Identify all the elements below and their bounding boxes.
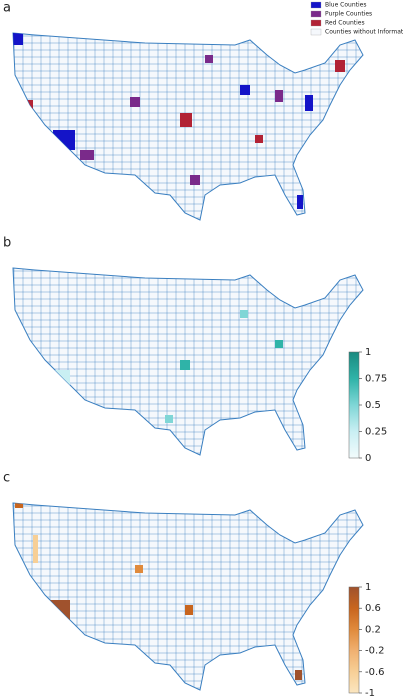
colorbar-tick-label: 0.5	[365, 400, 381, 411]
legend-entry: Blue Counties	[325, 2, 367, 9]
legend-swatch	[310, 19, 322, 27]
panel-label: a	[3, 1, 11, 16]
panel-label: b	[3, 236, 11, 251]
panel-label: c	[3, 471, 10, 486]
legend-entry: Red Counties	[325, 20, 365, 27]
colorbar-tick-label: 0.25	[365, 427, 387, 438]
colorbar-tick-label: 0.2	[365, 624, 381, 635]
colorbar-tick-label: 1	[365, 582, 371, 593]
colorbar	[348, 586, 360, 694]
colorbar-tick-label: 0.6	[365, 603, 381, 614]
colorbar	[348, 351, 360, 459]
legend-swatch	[310, 10, 322, 18]
map-b	[13, 260, 363, 455]
colorbar-tick-label: 0	[365, 453, 371, 464]
map-c	[13, 500, 363, 690]
colorbar-tick-label: 0.75	[365, 374, 387, 385]
legend-entry: Counties without Information	[325, 29, 403, 36]
colorbar-tick-label: -0.2	[365, 646, 385, 657]
legend-swatch	[310, 1, 322, 9]
legend-entry: Purple Counties	[325, 11, 372, 18]
colorbar-tick-label: -0.6	[365, 667, 385, 678]
map-a	[13, 27, 363, 220]
colorbar-tick-label: -1	[365, 688, 375, 699]
legend-swatch	[310, 28, 322, 36]
colorbar-tick-label: 1	[365, 347, 371, 358]
